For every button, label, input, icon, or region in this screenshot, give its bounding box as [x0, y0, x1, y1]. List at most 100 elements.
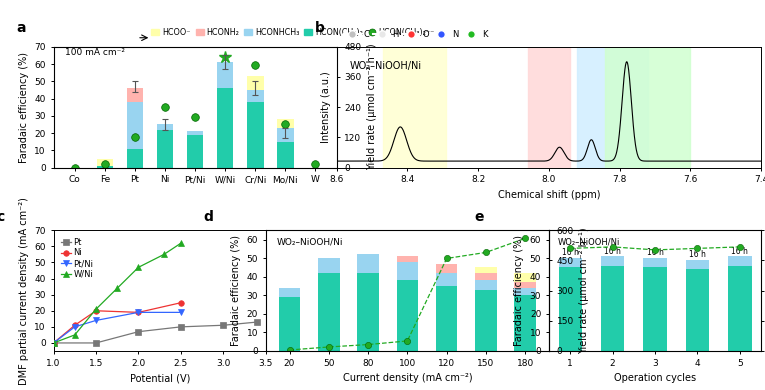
- Text: WO₂–NiOOH/Ni: WO₂–NiOOH/Ni: [350, 60, 422, 71]
- Bar: [278, 288, 301, 297]
- Bar: [157, 129, 173, 168]
- Bar: [475, 268, 496, 273]
- Pt: [49, 340, 58, 345]
- Bar: [277, 119, 294, 128]
- Pt: [219, 323, 228, 328]
- W/Ni: [112, 286, 122, 291]
- Bar: [126, 149, 143, 168]
- Text: 16 h: 16 h: [689, 250, 706, 259]
- Pt/Ni: [134, 310, 143, 315]
- Bar: [436, 264, 457, 273]
- Line: Ni: Ni: [50, 300, 184, 346]
- W/Ni: [134, 265, 143, 269]
- Text: WO₂–NiOOH/Ni: WO₂–NiOOH/Ni: [277, 238, 343, 247]
- Ni: [176, 300, 185, 305]
- Ni: [91, 308, 100, 313]
- Text: d: d: [203, 210, 213, 223]
- Text: WO₂–NiOOH/Ni: WO₂–NiOOH/Ni: [558, 238, 620, 247]
- Legend: C, H, O, N, K: C, H, O, N, K: [340, 27, 490, 43]
- Bar: [643, 268, 666, 351]
- Bar: [357, 273, 379, 351]
- Bar: [558, 258, 582, 268]
- Bar: [475, 273, 496, 280]
- Bar: [601, 266, 624, 351]
- Line: W/Ni: W/Ni: [50, 240, 184, 346]
- Bar: [157, 124, 173, 129]
- W/Ni: [49, 340, 58, 345]
- Bar: [436, 273, 457, 286]
- Pt: [91, 340, 100, 345]
- Pt/Ni: [70, 324, 80, 329]
- Bar: [601, 256, 624, 266]
- Text: 100 mA cm⁻²: 100 mA cm⁻²: [65, 48, 125, 57]
- Bar: [578, 47, 648, 168]
- Bar: [278, 297, 301, 351]
- Bar: [126, 88, 143, 102]
- Bar: [318, 273, 340, 351]
- Pt/Ni: [91, 318, 100, 323]
- Text: 16 h: 16 h: [646, 248, 663, 257]
- Legend: HCOO⁻, HCONH₂, HCONHCH₃, HCON(CH₃)₂, HCON(CH₃)₂⁻⁻: HCOO⁻, HCONH₂, HCONHCH₃, HCON(CH₃)₂, HCO…: [148, 25, 438, 40]
- Y-axis label: Faradaic efficiency (%): Faradaic efficiency (%): [514, 235, 524, 346]
- X-axis label: Potential (V): Potential (V): [129, 373, 190, 383]
- Text: b: b: [315, 21, 325, 35]
- Bar: [247, 90, 264, 102]
- Y-axis label: Faradaic efficiency (%): Faradaic efficiency (%): [19, 51, 29, 163]
- Ni: [134, 310, 143, 315]
- Bar: [247, 102, 264, 168]
- Y-axis label: DMF partial current density (mA cm⁻²): DMF partial current density (mA cm⁻²): [19, 197, 29, 385]
- Line: Pt: Pt: [50, 319, 260, 346]
- Bar: [475, 290, 496, 351]
- Bar: [528, 47, 570, 168]
- Bar: [606, 47, 691, 168]
- Bar: [96, 159, 113, 166]
- Bar: [728, 266, 751, 351]
- Bar: [475, 280, 496, 290]
- Bar: [558, 268, 582, 351]
- Bar: [685, 260, 709, 269]
- Line: Pt/Ni: Pt/Ni: [50, 310, 184, 346]
- W/Ni: [176, 241, 185, 245]
- Y-axis label: Yield rate (μmol cm⁻² h⁻¹): Yield rate (μmol cm⁻² h⁻¹): [367, 44, 377, 170]
- Pt: [134, 329, 143, 334]
- Y-axis label: Yield rate (μmol cm⁻² h⁻¹): Yield rate (μmol cm⁻² h⁻¹): [579, 227, 589, 354]
- Text: a: a: [17, 21, 26, 35]
- Ni: [49, 340, 58, 345]
- Text: e: e: [474, 210, 484, 223]
- W/Ni: [91, 307, 100, 312]
- Bar: [318, 258, 340, 273]
- Bar: [396, 262, 418, 280]
- Y-axis label: Faradaic efficiency (%): Faradaic efficiency (%): [231, 235, 241, 346]
- Bar: [514, 295, 536, 351]
- Bar: [187, 135, 203, 168]
- Pt: [252, 320, 262, 324]
- Bar: [436, 286, 457, 351]
- Bar: [514, 273, 536, 282]
- Ni: [70, 323, 80, 328]
- Bar: [396, 280, 418, 351]
- Bar: [217, 62, 233, 88]
- W/Ni: [159, 252, 168, 257]
- Bar: [514, 288, 536, 295]
- Y-axis label: Intensity (a.u.): Intensity (a.u.): [321, 71, 331, 143]
- Bar: [277, 142, 294, 168]
- Pt/Ni: [49, 340, 58, 345]
- X-axis label: Current density (mA cm⁻²): Current density (mA cm⁻²): [343, 373, 472, 383]
- X-axis label: Chemical shift (ppm): Chemical shift (ppm): [498, 190, 600, 200]
- W/Ni: [70, 333, 80, 337]
- Bar: [396, 256, 418, 262]
- Bar: [96, 166, 113, 168]
- Bar: [357, 254, 379, 273]
- Pt: [176, 324, 185, 329]
- Bar: [217, 88, 233, 168]
- Bar: [126, 102, 143, 149]
- Bar: [643, 258, 666, 268]
- Bar: [685, 269, 709, 351]
- Bar: [382, 47, 446, 168]
- Bar: [277, 128, 294, 142]
- Bar: [514, 282, 536, 288]
- X-axis label: Operation cycles: Operation cycles: [614, 373, 696, 383]
- Legend: Pt, Ni, Pt/Ni, W/Ni: Pt, Ni, Pt/Ni, W/Ni: [57, 234, 97, 282]
- Text: c: c: [0, 210, 5, 223]
- Bar: [187, 131, 203, 135]
